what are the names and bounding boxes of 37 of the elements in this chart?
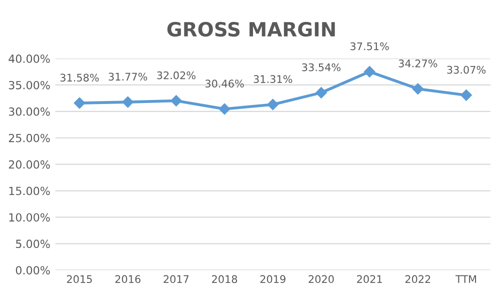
point — [364, 66, 376, 78]
y-tick-label: 5.00% — [16, 240, 50, 248]
data-label: 34.27% — [398, 59, 438, 68]
data-label: 31.77% — [108, 72, 148, 81]
y-tick-label: 15.00% — [9, 186, 50, 196]
data-label: 31.31% — [254, 75, 292, 84]
y-tick-label: 40.00% — [8, 54, 50, 63]
point — [122, 96, 134, 108]
y-tick-label: 20.00% — [8, 160, 50, 169]
x-tick-label: TTM — [455, 275, 476, 283]
x-tick-label: 2016 — [115, 275, 140, 284]
data-label: 31.58% — [60, 74, 99, 82]
point — [412, 83, 424, 94]
x-tick-label: 2021 — [357, 275, 382, 284]
data-label: 32.02% — [157, 71, 196, 80]
point — [218, 103, 230, 115]
point — [460, 90, 472, 101]
data-label: 33.54% — [302, 63, 341, 72]
point — [316, 87, 327, 98]
data-label: 30.46% — [205, 80, 244, 88]
y-tick-label: 25.00% — [8, 134, 50, 142]
point — [170, 95, 182, 106]
x-tick-label: 2020 — [308, 275, 334, 284]
x-tick-label: 2017 — [164, 275, 189, 284]
y-tick-label: 30.00% — [8, 107, 50, 116]
y-tick-label: 0.00% — [16, 266, 50, 274]
x-tick-label: 2015 — [67, 275, 92, 284]
chart-title: GROSS MARGIN — [167, 22, 335, 37]
y-tick-label: 10.00% — [9, 213, 50, 222]
data-label: 37.51% — [350, 42, 389, 50]
x-tick-label: 2018 — [212, 275, 238, 284]
y-tick-label: 35.00% — [8, 80, 50, 90]
x-tick-label: 2022 — [405, 275, 430, 284]
point — [267, 98, 278, 110]
x-tick-label: 2019 — [260, 275, 286, 284]
point — [74, 97, 86, 109]
data-label: 33.07% — [447, 66, 486, 74]
